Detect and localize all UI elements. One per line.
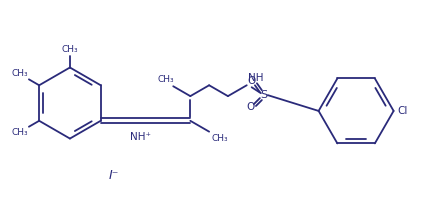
Text: Cl: Cl [398,106,408,116]
Text: CH₃: CH₃ [11,69,28,78]
Text: CH₃: CH₃ [211,134,228,143]
Text: O: O [248,76,256,86]
Text: S: S [260,90,267,100]
Text: I⁻: I⁻ [109,169,120,182]
Text: CH₃: CH₃ [157,75,174,84]
Text: CH₃: CH₃ [11,128,28,137]
Text: NH⁺: NH⁺ [130,132,151,142]
Text: CH₃: CH₃ [62,45,78,54]
Text: O: O [246,102,254,112]
Text: NH: NH [248,73,263,83]
